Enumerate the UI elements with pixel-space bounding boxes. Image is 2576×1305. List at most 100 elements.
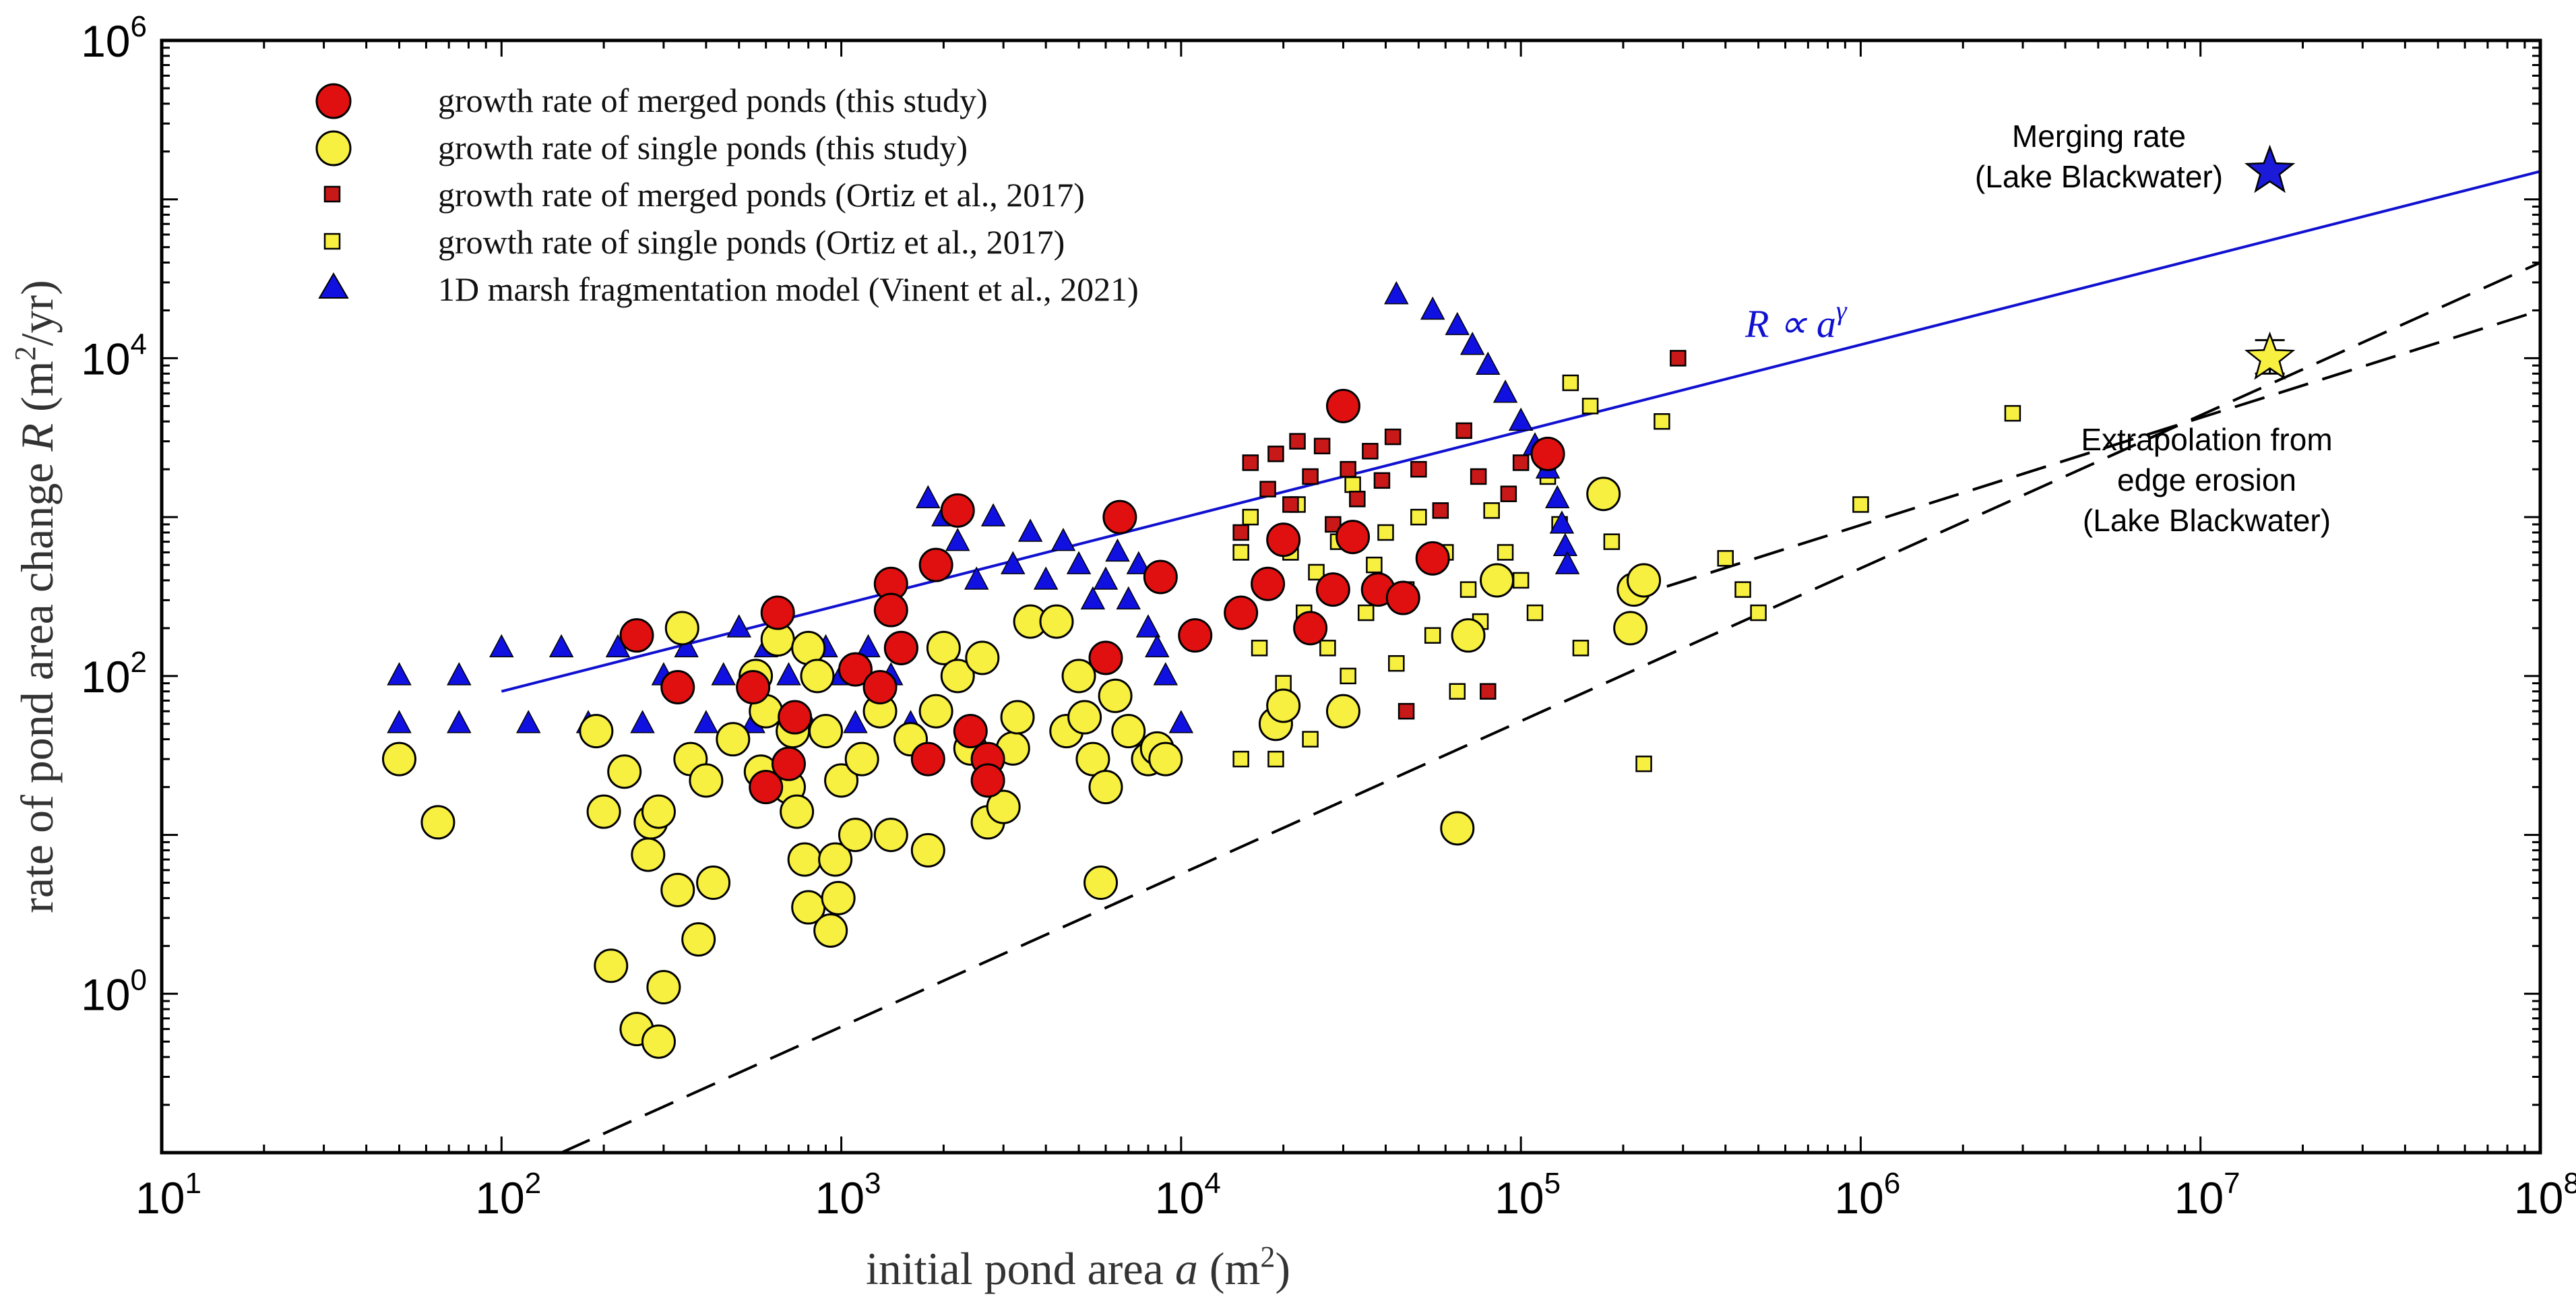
point-merged-this-study-7: [838, 652, 873, 687]
point-single-ortiz-14: [1340, 667, 1356, 685]
point-vinent-model-11: [674, 634, 699, 658]
point-vinent-model-22: [856, 634, 881, 658]
point-merged-this-study-8: [862, 669, 898, 704]
fit-label: R ∝ aγ: [1745, 295, 1848, 346]
y-tick-label-4-exp: 4: [131, 328, 147, 361]
point-vinent-model-54: [1544, 485, 1570, 509]
point-single-ortiz-40: [1734, 581, 1751, 598]
point-single-ortiz-39: [1717, 550, 1734, 567]
annotation-extrapolation-line3: (Lake Blackwater): [2083, 503, 2331, 538]
x-tick-label-2-exp: 2: [525, 1167, 541, 1200]
point-single-this-study-63: [1148, 741, 1183, 777]
point-vinent-model-51: [1508, 407, 1534, 431]
point-merged-this-study-11: [883, 630, 918, 665]
point-single-this-study-66: [1325, 694, 1360, 729]
point-single-this-study-25: [780, 794, 815, 829]
point-single-this-study-71: [1613, 611, 1648, 646]
point-merged-ortiz-3: [1267, 446, 1284, 462]
point-merged-this-study-22: [1224, 595, 1259, 630]
point-single-ortiz-18: [1377, 524, 1394, 541]
point-vinent-model-30: [980, 503, 1006, 526]
point-single-this-study-16: [689, 763, 724, 798]
point-vinent-model-46: [1420, 296, 1445, 320]
point-vinent-model-55: [1549, 510, 1575, 534]
point-merged-ortiz-0: [1232, 524, 1249, 541]
point-single-ortiz-12: [1319, 640, 1336, 657]
x-tick-label-5: 105: [1495, 1167, 1561, 1223]
point-single-ortiz-3: [1251, 640, 1268, 657]
x-axis-title: initial pond area a (m2): [866, 1240, 1290, 1294]
legend: growth rate of merged ponds (this study)…: [315, 82, 1139, 308]
x-axis-title-unit: (m: [1210, 1243, 1261, 1294]
point-single-ortiz-11: [1308, 564, 1325, 581]
point-vinent-model-13: [711, 662, 736, 686]
x-tick-label-3-base: 10: [815, 1173, 865, 1223]
points-layer: [381, 281, 2021, 1059]
annotation-merging-line2: (Lake Blackwater): [1975, 159, 2223, 194]
legend-marker-merged-ortiz: [323, 185, 341, 203]
point-vinent-model-32: [1017, 518, 1043, 542]
legend-label-merged-ortiz: growth rate of merged ponds (Ortiz et al…: [438, 176, 1085, 214]
point-single-this-study-1: [420, 805, 455, 840]
x-tick-label-4-exp: 4: [1204, 1167, 1220, 1200]
point-single-ortiz-27: [1483, 502, 1500, 519]
point-single-ortiz-21: [1410, 508, 1427, 526]
point-merged-this-study-5: [771, 746, 806, 781]
point-single-this-study-26: [787, 842, 822, 877]
point-vinent-model-41: [1135, 614, 1161, 638]
point-single-this-study-54: [1061, 659, 1096, 694]
point-vinent-model-49: [1476, 351, 1501, 375]
point-single-this-study-10: [641, 794, 676, 829]
point-merged-this-study-30: [1385, 580, 1420, 615]
point-merged-this-study-17: [970, 763, 1005, 798]
legend-marker-vinent-model: [318, 272, 349, 299]
point-single-this-study-55: [1067, 700, 1102, 735]
y-axis-title-text: rate of pond area change: [11, 463, 63, 913]
x-tick-label-3: 103: [815, 1167, 881, 1223]
y-tick-label-0: 100: [81, 963, 147, 1019]
point-single-ortiz-38: [1654, 413, 1670, 430]
point-single-ortiz-35: [1581, 398, 1599, 415]
annotation-extrapolation-line1: Extrapolation from: [2081, 422, 2332, 457]
annotation-extrapolation-line2: edge erosion: [2117, 462, 2296, 497]
point-merged-this-study-15: [953, 714, 988, 749]
point-merged-this-study-19: [1102, 499, 1137, 535]
point-vinent-model-47: [1445, 311, 1470, 336]
x-tick-label-4: 104: [1155, 1167, 1221, 1223]
point-single-ortiz-37: [1635, 755, 1652, 772]
point-single-ortiz-33: [1562, 374, 1579, 392]
point-vinent-model-57: [1554, 551, 1580, 574]
point-merged-ortiz-11: [1362, 443, 1379, 460]
point-merged-ortiz-6: [1302, 468, 1319, 485]
point-merged-this-study-21: [1178, 618, 1213, 653]
point-vinent-model-9: [630, 710, 655, 733]
point-single-this-study-44: [940, 659, 975, 694]
point-merged-ortiz-8: [1325, 516, 1342, 533]
point-vinent-model-12: [693, 710, 719, 733]
y-axis-title-unit-end: /yr): [11, 280, 63, 346]
annotation-merging-line1: Merging rate: [2012, 119, 2186, 154]
point-single-this-study-65: [1266, 688, 1301, 723]
x-axis-title-unit-end: ): [1275, 1243, 1290, 1294]
point-single-this-study-29: [800, 659, 835, 694]
legend-label-vinent-model: 1D marsh fragmentation model (Vinent et …: [438, 270, 1139, 308]
point-vinent-model-17: [776, 662, 801, 686]
point-merged-ortiz-21: [1512, 454, 1530, 471]
point-merged-this-study-1: [660, 669, 695, 704]
point-vinent-model-0: [387, 662, 412, 686]
legend-label-single-this-study: growth rate of single ponds (this study): [438, 129, 968, 166]
reference-lines: [561, 261, 2540, 1153]
point-single-ortiz-0: [1232, 750, 1249, 768]
x-tick-label-6-base: 10: [1834, 1173, 1883, 1223]
y-tick-label-4: 104: [81, 328, 147, 384]
x-tick-label-2-base: 10: [475, 1173, 524, 1223]
legend-label-merged-this-study: growth rate of merged ponds (this study): [438, 82, 988, 119]
point-single-this-study-5: [607, 754, 642, 789]
x-tick-label-8-base: 10: [2514, 1173, 2563, 1223]
point-vinent-model-39: [1116, 586, 1141, 610]
point-single-ortiz-1: [1232, 544, 1249, 561]
point-vinent-model-14: [726, 614, 752, 638]
point-single-this-study-2: [579, 714, 614, 749]
point-single-this-study-12: [660, 872, 695, 907]
point-single-this-study-9: [641, 1024, 676, 1059]
